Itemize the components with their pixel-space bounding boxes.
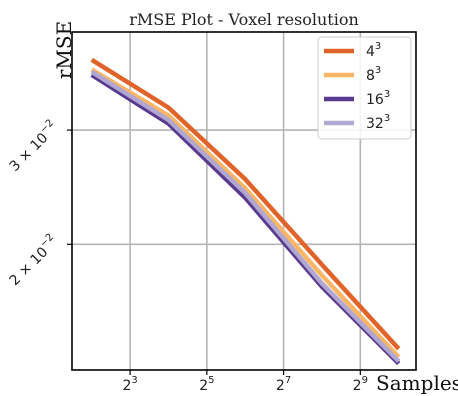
legend-label-exponent: 3 — [375, 65, 381, 76]
legend-label-exponent: 3 — [384, 113, 390, 124]
y-tick-mantissa: 2 × 10 — [7, 244, 52, 289]
y-tick-label: 2 × 10−2 — [4, 232, 61, 289]
x-tick-base: 2 — [199, 378, 208, 394]
series-line-8 — [90, 67, 401, 359]
plot-frame — [71, 31, 417, 371]
series-lines — [90, 57, 401, 366]
legend-box — [317, 36, 412, 140]
x-tick-label: 27 — [276, 375, 291, 394]
x-tick-base: 2 — [353, 378, 362, 394]
y-tick-text: 2 × 10−2 — [4, 232, 61, 289]
x-axis-label: Samples — [376, 371, 458, 395]
chart-title: rMSE Plot - Voxel resolution — [129, 10, 359, 29]
x-tick-label: 23 — [122, 375, 137, 394]
legend-label-exponent: 3 — [384, 89, 390, 100]
legend-label: 43 — [366, 41, 381, 60]
legend-label-base: 32 — [366, 116, 384, 132]
x-tick-base: 2 — [276, 378, 285, 394]
x-tick-label: 25 — [199, 375, 214, 394]
x-tick-exponent: 9 — [362, 375, 368, 386]
legend-label-exponent: 3 — [375, 41, 381, 52]
y-tick-label: 3 × 10−2 — [4, 117, 61, 174]
x-tick-exponent: 7 — [285, 375, 291, 386]
y-tick-mantissa: 3 × 10 — [7, 130, 52, 175]
legend-label: 323 — [366, 113, 390, 132]
x-tick-exponent: 3 — [131, 375, 137, 386]
y-tick-text: 3 × 10−2 — [4, 117, 61, 174]
x-ticks: 23 25 27 29 — [122, 370, 368, 394]
legend-label: 83 — [366, 65, 381, 84]
legend-label: 163 — [366, 89, 390, 108]
x-tick-exponent: 5 — [208, 375, 214, 386]
series-line-4 — [90, 57, 401, 351]
y-axis-label: rMSE — [52, 21, 76, 79]
legend-label-base: 16 — [366, 92, 384, 108]
x-tick-label: 29 — [353, 375, 368, 394]
y-ticks: 3 × 10−2 2 × 10−2 — [4, 117, 72, 289]
legend-label-base: 4 — [366, 44, 375, 60]
x-tick-base: 2 — [122, 378, 131, 394]
series-line-32 — [90, 69, 401, 363]
legend-label-base: 8 — [366, 68, 375, 84]
